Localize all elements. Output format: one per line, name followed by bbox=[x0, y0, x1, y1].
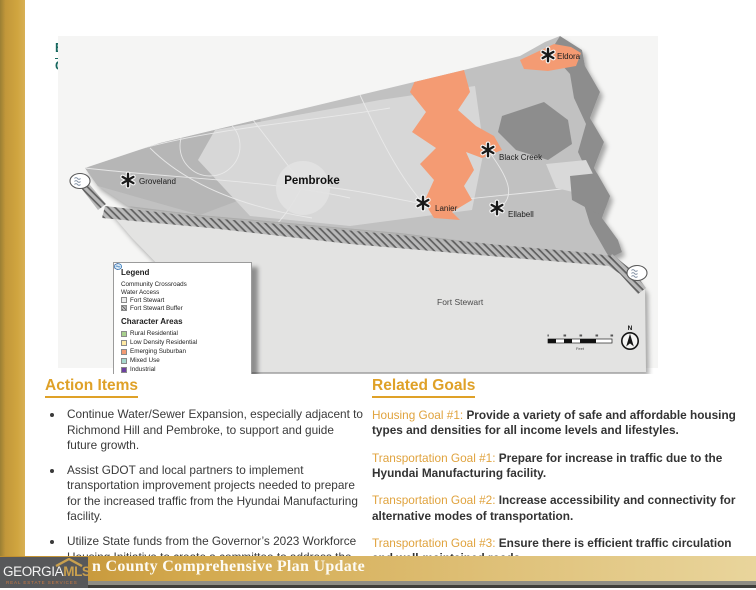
legend-item-rural-residential: Rural Residential bbox=[121, 329, 251, 338]
crossroads-marker-black-creek bbox=[483, 144, 494, 156]
character-areas-map: Groveland Pembroke Black Creek Lanier El… bbox=[50, 28, 658, 374]
legend-item-fort-stewart: Fort Stewart bbox=[121, 296, 251, 304]
map-legend: Legend Community Crossroads Water Access… bbox=[113, 262, 252, 374]
north-label: N bbox=[628, 325, 633, 332]
label-eldora: Eldora bbox=[557, 52, 581, 61]
label-fort-stewart: Fort Stewart bbox=[437, 297, 484, 307]
goal-item: Transportation Goal #2: Increase accessi… bbox=[372, 493, 744, 524]
legend-item-community-crossroads: Community Crossroads bbox=[114, 263, 251, 288]
crossroads-marker-groveland bbox=[123, 174, 134, 186]
footer-divider bbox=[0, 581, 756, 585]
legend-item-low-density-residential: Low Density Residential bbox=[121, 338, 251, 347]
crossroads-marker-lanier bbox=[418, 197, 429, 209]
low-density-residential-swatch bbox=[121, 339, 127, 346]
label-ellabell: Ellabell bbox=[508, 210, 534, 219]
georgia-mls-logo: GEORGIA MLS REAL ESTATE SERVICES bbox=[0, 557, 88, 588]
goal-label: Transportation Goal #1: bbox=[372, 450, 496, 465]
scale-unit-label: Feet bbox=[576, 346, 585, 351]
legend-title: Legend bbox=[121, 268, 150, 277]
label-groveland: Groveland bbox=[139, 177, 176, 186]
related-goals-heading: Related Goals bbox=[372, 377, 476, 398]
scale-bar: Feet bbox=[547, 334, 614, 351]
logo-mls-text: MLS bbox=[63, 564, 88, 579]
legend-item-mixed-use: Mixed Use bbox=[121, 356, 251, 365]
water-access-icon-east bbox=[626, 264, 648, 282]
slide-accent-bar bbox=[0, 0, 25, 557]
footer-bottom-edge bbox=[0, 585, 756, 588]
legend-item-industrial: Industrial bbox=[121, 365, 251, 374]
footer-title: n County Comprehensive Plan Update bbox=[92, 558, 366, 575]
fort-stewart-buffer bbox=[102, 206, 612, 266]
logo-tagline: REAL ESTATE SERVICES bbox=[6, 580, 78, 585]
legend-item-fort-stewart-buffer: Fort Stewart Buffer bbox=[121, 304, 251, 312]
label-pembroke: Pembroke bbox=[284, 175, 340, 187]
goal-label: Housing Goal #1: bbox=[372, 408, 464, 422]
goal-label: Transportation Goal #3: bbox=[372, 535, 496, 550]
action-item: Continue Water/Sewer Expansion, especial… bbox=[64, 407, 363, 454]
footer-bar bbox=[0, 556, 756, 581]
water-access-icon-west bbox=[69, 172, 91, 190]
logo-georgia-text: GEORGIA bbox=[3, 564, 64, 579]
goal-text: Provide a variety of safe and affordable… bbox=[372, 408, 736, 438]
crossroads-marker-eldora bbox=[543, 49, 554, 61]
emerging-suburban-area bbox=[410, 66, 502, 220]
rural-residential-swatch bbox=[121, 330, 127, 337]
action-items-list: Continue Water/Sewer Expansion, especial… bbox=[45, 407, 363, 581]
fort-stewart-buffer-swatch bbox=[121, 305, 127, 311]
goal-text: Increase accessibility and connectivity … bbox=[372, 493, 736, 523]
water-icon bbox=[114, 263, 122, 270]
label-black-creek: Black Creek bbox=[499, 153, 543, 162]
map-detail-layer bbox=[85, 36, 622, 258]
legend-character-areas-title: Character Areas bbox=[121, 317, 183, 326]
north-arrow-icon: N bbox=[620, 325, 639, 350]
industrial-swatch bbox=[121, 366, 127, 373]
fort-stewart-swatch bbox=[121, 297, 127, 303]
legend-item-water-access: Water Access bbox=[114, 263, 251, 296]
action-items-heading: Action Items bbox=[45, 377, 139, 398]
action-item: Assist GDOT and local partners to implem… bbox=[64, 463, 363, 525]
legend-item-emerging-suburban: Emerging Suburban bbox=[121, 347, 251, 356]
goal-label: Transportation Goal #2: bbox=[372, 493, 496, 508]
emerging-suburban-swatch bbox=[121, 348, 127, 355]
mixed-use-swatch bbox=[121, 357, 127, 364]
roof-icon bbox=[55, 558, 83, 567]
logo-wordmark: GEORGIA MLS bbox=[3, 564, 88, 579]
goal-item: Housing Goal #1: Provide a variety of sa… bbox=[372, 408, 744, 439]
goal-text: Prepare for increase in traffic due to t… bbox=[372, 450, 723, 480]
goal-item: Transportation Goal #1: Prepare for incr… bbox=[372, 451, 744, 482]
label-lanier: Lanier bbox=[435, 204, 458, 213]
crossroads-marker-ellabell bbox=[492, 202, 503, 214]
